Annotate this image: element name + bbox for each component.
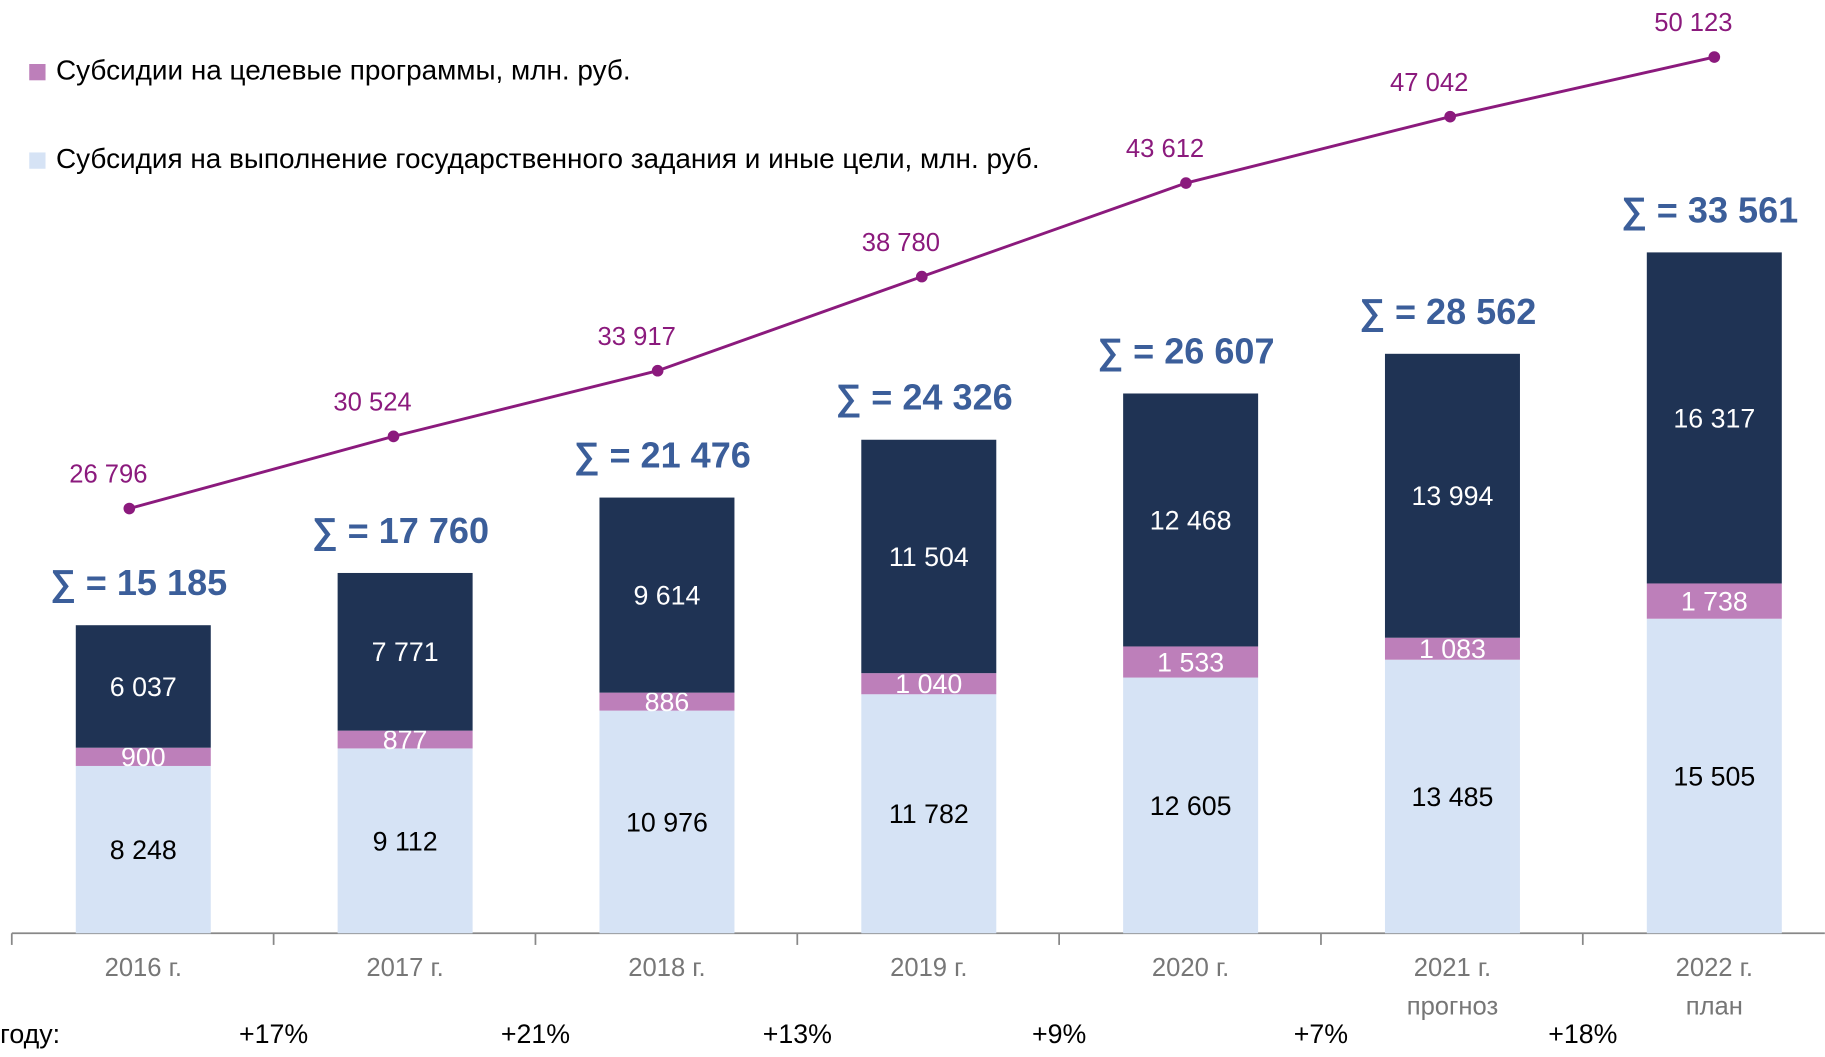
bar-segment: [861, 673, 997, 695]
legend-swatch: [29, 152, 46, 169]
bar-value-label: 9 112: [373, 826, 438, 856]
growth-caption: году:: [0, 1019, 60, 1049]
bar-segment: [337, 730, 473, 749]
line-value-label: 47 042: [1390, 69, 1468, 97]
x-tick-label: 2021 г.: [1414, 954, 1491, 982]
line-point: [1708, 51, 1721, 63]
bar-segment: [75, 765, 211, 934]
total-label: ∑ = 15 185: [50, 562, 227, 603]
growth-label: +13%: [763, 1019, 832, 1049]
bar-value-label: 13 994: [1412, 481, 1494, 511]
bar-value-label: 13 485: [1412, 782, 1494, 812]
bar-value-label: 10 976: [626, 807, 708, 837]
legend-label: Субсидия на выполнение государственного …: [56, 143, 1040, 174]
bar-value-label: 7 771: [372, 637, 439, 667]
bar-value-label: 11 504: [889, 542, 969, 572]
x-tick-note: план: [1686, 993, 1743, 1021]
line-point: [915, 270, 928, 283]
total-label: ∑ = 33 561: [1621, 189, 1798, 230]
x-tick-label: 2017 г.: [366, 954, 443, 982]
bar-segment: [1123, 677, 1259, 934]
x-tick-label: 2022 г.: [1676, 954, 1753, 982]
bar-segment: [861, 439, 997, 674]
growth-label: +17%: [239, 1019, 308, 1049]
total-label: ∑ = 17 760: [312, 510, 489, 551]
line-value-label: 50 123: [1654, 9, 1732, 37]
line-point: [387, 430, 400, 443]
bar-segment: [1384, 637, 1520, 660]
bar-value-label: 1 040: [895, 669, 962, 699]
bar-segment: [1384, 353, 1520, 638]
line-value-label: 43 612: [1126, 135, 1204, 163]
bar-value-label: 16 317: [1673, 403, 1755, 433]
bar-segment: [861, 694, 997, 934]
line-point: [123, 502, 136, 515]
bar-value-label: 11 782: [889, 799, 969, 829]
bar-segment: [75, 747, 211, 766]
line-point: [1444, 110, 1456, 123]
legend-swatch: [29, 64, 46, 81]
growth-label: +7%: [1294, 1019, 1348, 1049]
bar-segment: [337, 572, 473, 731]
bar-value-label: 12 468: [1150, 505, 1232, 535]
bar-segment: [337, 748, 473, 934]
total-label: ∑ = 21 476: [574, 435, 751, 476]
bar-value-label: 12 605: [1150, 791, 1232, 821]
x-tick-note: прогноз: [1407, 993, 1498, 1021]
x-tick-label: 2016 г.: [105, 954, 182, 982]
bar-segment: [1123, 393, 1259, 647]
total-label: ∑ = 24 326: [836, 377, 1013, 418]
bar-segment: [599, 692, 735, 711]
bar-value-label: 1 738: [1681, 586, 1748, 616]
bar-segment: [75, 625, 211, 748]
bar-value-label: 8 248: [110, 835, 177, 865]
bar-value-label: 1 533: [1157, 647, 1224, 677]
growth-label: +18%: [1548, 1019, 1617, 1049]
growth-label: +21%: [501, 1019, 570, 1049]
bar-value-label: 1 083: [1419, 634, 1486, 664]
bar-segment: [1646, 583, 1782, 619]
bar-segment: [599, 497, 735, 693]
bar-segment: [599, 710, 735, 934]
total-label: ∑ = 28 562: [1359, 291, 1536, 332]
legend-label: Субсидии на целевые программы, млн. руб.: [56, 55, 631, 86]
total-label: ∑ = 26 607: [1097, 330, 1274, 371]
line-value-label: 33 917: [598, 323, 676, 351]
bar-segment: [1384, 659, 1520, 934]
x-tick-label: 2019 г.: [890, 954, 967, 982]
bar-value-label: 6 037: [110, 672, 177, 702]
line-point: [651, 364, 664, 377]
line-value-label: 30 524: [333, 389, 411, 417]
line-value-label: 38 780: [862, 229, 940, 257]
bar-segment: [1646, 252, 1782, 584]
bar-segment: [1646, 618, 1782, 934]
bar-segment: [1123, 646, 1259, 678]
line-value-label: 26 796: [69, 461, 147, 489]
bar-value-label: 15 505: [1673, 761, 1755, 791]
bar-value-label: 9 614: [633, 580, 700, 610]
x-tick-label: 2018 г.: [628, 954, 705, 982]
x-tick-label: 2020 г.: [1152, 954, 1229, 982]
growth-label: +9%: [1032, 1019, 1086, 1049]
line-point: [1180, 177, 1192, 189]
